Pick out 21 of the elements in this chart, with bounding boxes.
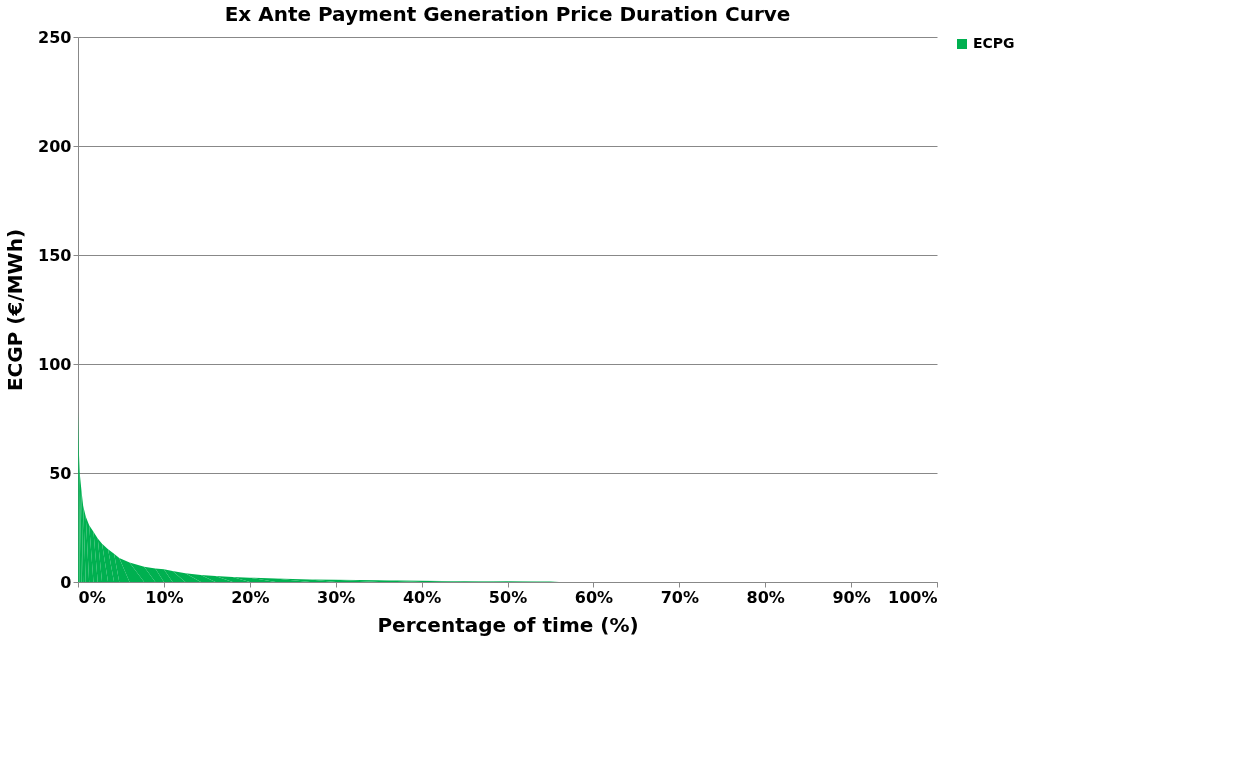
y-axis-title: ECGP (€/MWh) (3, 228, 28, 392)
x-tick-label: 0% (78, 587, 106, 607)
y-tick-label: 0 (60, 572, 72, 592)
y-tick-label: 150 (38, 245, 72, 265)
x-tick-label: 90% (832, 587, 871, 607)
x-tick-label: 20% (231, 587, 270, 607)
y-tick-label: 100 (38, 354, 72, 374)
x-tick-label: 50% (488, 587, 528, 607)
y-tick-label: 50 (49, 463, 72, 483)
x-tick-label: 30% (317, 587, 356, 607)
x-tick-label: 10% (145, 587, 184, 607)
x-tick-label: 40% (402, 587, 442, 607)
x-axis-title: Percentage of time (%) (377, 612, 639, 637)
x-tick-label: 60% (574, 587, 614, 607)
y-tick-label: 250 (38, 27, 72, 47)
legend-label: ECPG (973, 35, 1015, 51)
x-tick-label: 70% (660, 587, 699, 607)
y-tick-label: 200 (38, 136, 72, 156)
x-tick-label: 100% (888, 587, 938, 607)
x-tick-label: 80% (746, 587, 785, 607)
chart-title: Ex Ante Payment Generation Price Duration Curve (224, 2, 791, 26)
